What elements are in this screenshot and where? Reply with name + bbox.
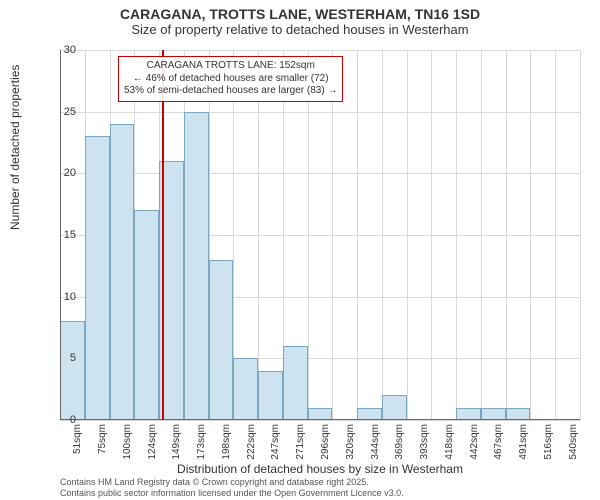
info-line-1: CARAGANA TROTTS LANE: 152sqm xyxy=(124,60,337,73)
gridline-v xyxy=(407,50,408,420)
gridline-v xyxy=(555,50,556,420)
footnote: Contains HM Land Registry data © Crown c… xyxy=(60,477,404,498)
x-axis-line xyxy=(60,419,580,420)
gridline-v xyxy=(456,50,457,420)
y-tick: 25 xyxy=(64,106,76,118)
histogram-bar xyxy=(382,395,407,420)
x-tick: 344sqm xyxy=(370,424,381,460)
y-tick: 30 xyxy=(64,44,76,56)
gridline-v xyxy=(332,50,333,420)
x-tick: 467sqm xyxy=(493,424,504,460)
x-tick: 271sqm xyxy=(295,424,306,460)
x-tick: 393sqm xyxy=(419,424,430,460)
gridline-v xyxy=(258,50,259,420)
histogram-bar xyxy=(134,210,159,420)
histogram-bar xyxy=(258,371,283,420)
gridline-h xyxy=(60,420,580,421)
x-tick: 491sqm xyxy=(518,424,529,460)
y-tick: 10 xyxy=(64,291,76,303)
y-tick: 15 xyxy=(64,229,76,241)
gridline-v xyxy=(530,50,531,420)
chart-area: CARAGANA TROTTS LANE: 152sqm← 46% of det… xyxy=(60,50,580,420)
gridline-h xyxy=(60,50,580,51)
x-tick: 149sqm xyxy=(171,424,182,460)
info-line-2: ← 46% of detached houses are smaller (72… xyxy=(124,73,337,86)
histogram-bar xyxy=(283,346,308,420)
x-tick: 247sqm xyxy=(270,424,281,460)
x-tick: 198sqm xyxy=(221,424,232,460)
gridline-v xyxy=(431,50,432,420)
page-subtitle: Size of property relative to detached ho… xyxy=(0,22,600,41)
x-tick: 442sqm xyxy=(469,424,480,460)
plot-region: CARAGANA TROTTS LANE: 152sqm← 46% of det… xyxy=(60,50,580,420)
x-tick: 124sqm xyxy=(147,424,158,460)
x-tick: 75sqm xyxy=(97,424,108,454)
gridline-h xyxy=(60,173,580,174)
chart-container: CARAGANA, TROTTS LANE, WESTERHAM, TN16 1… xyxy=(0,0,600,500)
x-tick: 100sqm xyxy=(122,424,133,460)
histogram-bar xyxy=(184,112,209,420)
x-tick: 296sqm xyxy=(320,424,331,460)
page-title: CARAGANA, TROTTS LANE, WESTERHAM, TN16 1… xyxy=(0,0,600,22)
x-tick: 320sqm xyxy=(345,424,356,460)
gridline-v xyxy=(382,50,383,420)
y-axis-label: Number of detached properties xyxy=(8,65,22,230)
property-info-box: CARAGANA TROTTS LANE: 152sqm← 46% of det… xyxy=(118,56,343,102)
histogram-bar xyxy=(85,136,110,420)
histogram-bar xyxy=(110,124,135,420)
histogram-bar xyxy=(233,358,258,420)
x-tick: 418sqm xyxy=(444,424,455,460)
property-marker-line xyxy=(162,50,164,420)
gridline-v xyxy=(580,50,581,420)
gridline-v xyxy=(506,50,507,420)
x-axis-label: Distribution of detached houses by size … xyxy=(60,462,580,476)
x-tick: 540sqm xyxy=(568,424,579,460)
footnote-line-1: Contains HM Land Registry data © Crown c… xyxy=(60,477,404,487)
gridline-h xyxy=(60,112,580,113)
footnote-line-2: Contains public sector information licen… xyxy=(60,488,404,498)
x-tick: 516sqm xyxy=(543,424,554,460)
x-tick: 222sqm xyxy=(246,424,257,460)
info-line-3: 53% of semi-detached houses are larger (… xyxy=(124,85,337,98)
histogram-bar xyxy=(60,321,85,420)
gridline-v xyxy=(481,50,482,420)
x-tick: 369sqm xyxy=(394,424,405,460)
x-tick: 51sqm xyxy=(72,424,83,454)
x-tick: 173sqm xyxy=(196,424,207,460)
gridline-v xyxy=(357,50,358,420)
y-axis-line xyxy=(60,50,61,420)
y-tick: 20 xyxy=(64,167,76,179)
gridline-v xyxy=(308,50,309,420)
y-tick: 5 xyxy=(70,352,76,364)
histogram-bar xyxy=(209,260,234,420)
